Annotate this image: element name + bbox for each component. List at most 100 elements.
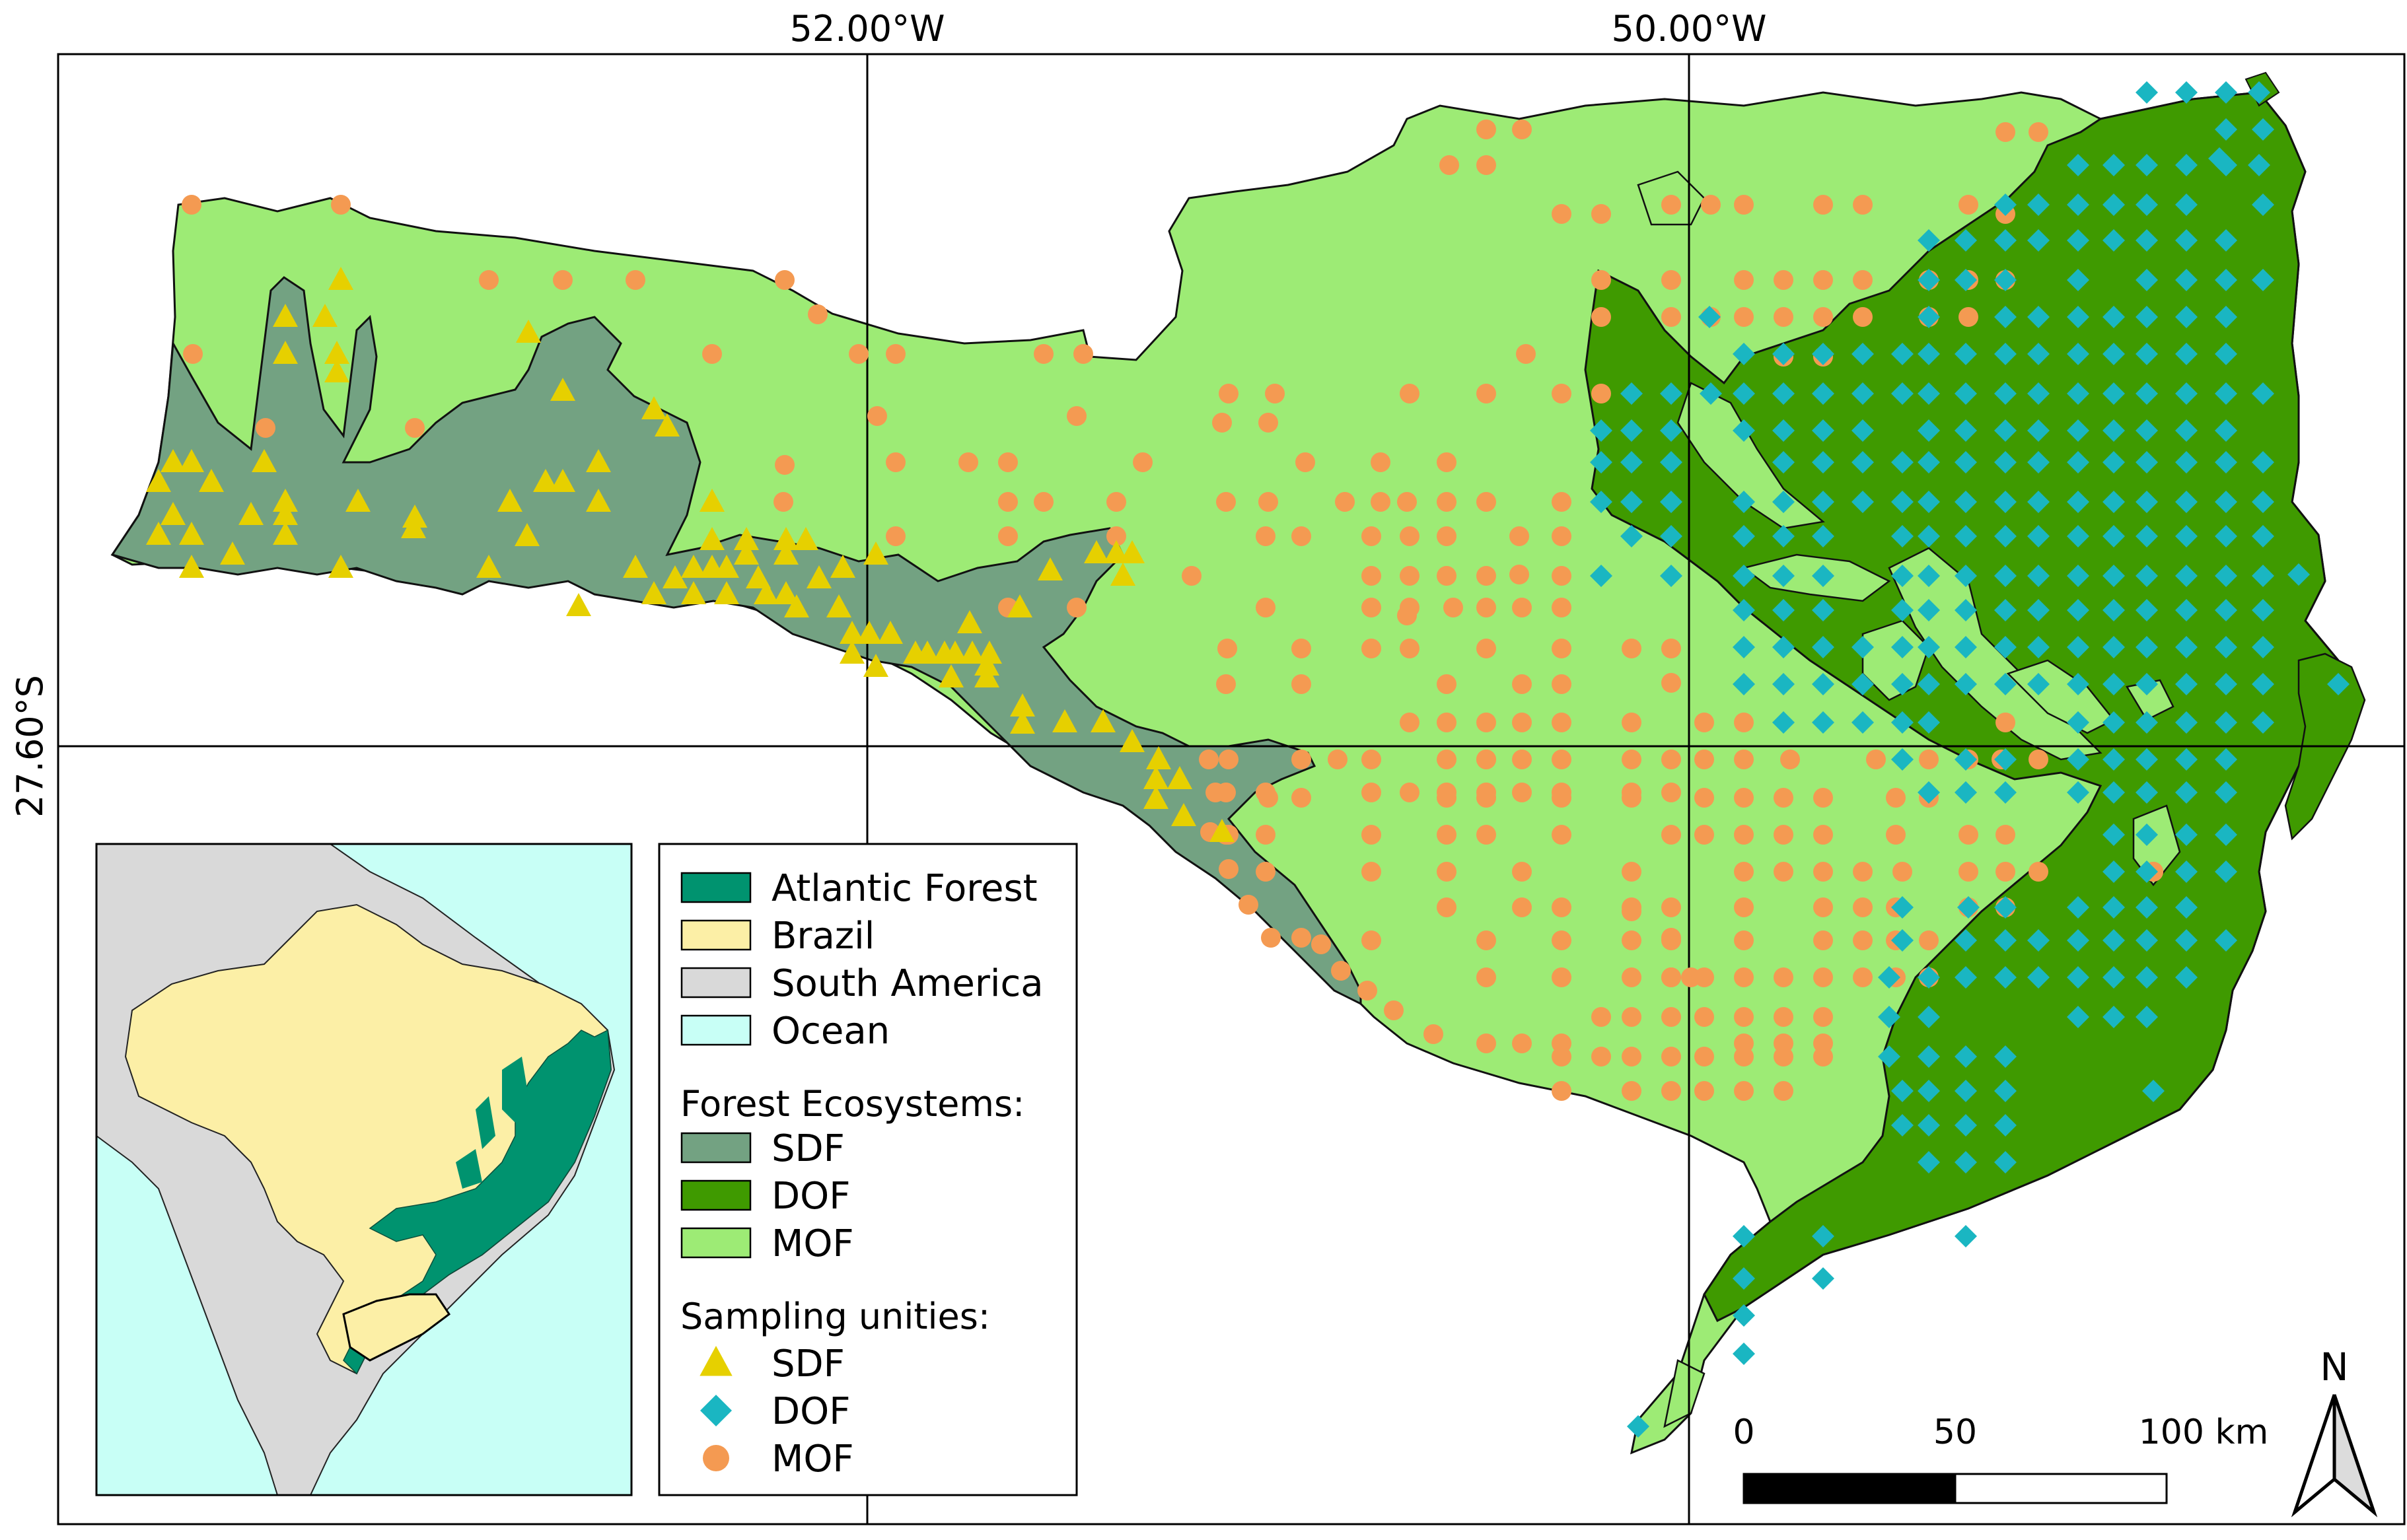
mof-sampling-point [1400,384,1419,403]
dof-sampling-point [2136,343,2158,365]
mof-sampling-point [1622,967,1641,987]
lat-label-27-60s: 27.60°S [9,675,51,818]
mof-sampling-point [886,344,906,364]
sdf-sampling-point [1120,540,1145,563]
legend-label: DOF [772,1390,850,1433]
mof-sampling-point [1694,750,1714,769]
mof-sampling-point [1813,897,1833,917]
mof-sampling-point [1437,825,1456,845]
dof-sampling-point [2067,1006,2089,1028]
mof-sampling-point [1694,1007,1714,1027]
mof-sampling-point [1734,195,1754,215]
mof-sampling-point [1239,895,1258,915]
dof-sampling-point [1918,491,1940,513]
mof-sampling-point [1476,566,1496,586]
dof-sampling-point [1891,491,1914,513]
dof-sampling-point [2067,673,2089,695]
dof-sampling-point [1733,382,1755,405]
mof-sampling-point [1958,862,1978,882]
dof-sampling-point [1918,1080,1940,1102]
mof-sampling-point [1437,526,1456,546]
dof-sampling-point [1918,781,1940,804]
mof-sampling-point [1291,788,1311,808]
dof-sampling-point [2136,748,2158,771]
mof-sampling-point [479,270,499,290]
mof-sampling-point [1734,825,1754,845]
mof-sampling-point [1886,825,1906,845]
dof-sampling-point [2252,599,2274,621]
mof-sampling-point [1958,825,1978,845]
dof-region [1584,91,2353,1323]
dof-sampling-point [2215,491,2237,513]
mof-sampling-point [1400,639,1419,658]
mof-sampling-point [1361,750,1381,769]
dof-sampling-point [2215,451,2237,473]
mof-sampling-point [1219,859,1239,879]
mof-sampling-point [1361,566,1381,586]
mof-sampling-point [1397,492,1417,512]
dof-sampling-point [1590,419,1612,442]
mof-sampling-point [1780,750,1800,769]
dof-sampling-point [2215,419,2237,442]
mof-sampling-point [1216,492,1236,512]
dof-sampling-point [2136,896,2158,919]
sdf-sampling-point [773,542,799,565]
sdf-sampling-point [550,469,575,492]
mof-sampling-point [1437,862,1456,882]
sdf-sampling-point [1143,766,1168,789]
mof-sampling-point [1774,967,1793,987]
dof-sampling-point [1772,451,1795,473]
mof-sampling-point [1476,713,1496,732]
mof-sampling-point [1734,307,1754,327]
dof-sampling-point [1733,525,1755,547]
dof-sampling-point [1955,748,1977,771]
dof-sampling-point [1955,491,1977,513]
scale-bar-segment-light [1954,1473,2168,1504]
dof-sampling-point [2175,306,2198,328]
dof-sampling-point [2215,636,2237,658]
mof-sampling-point [1919,750,1939,769]
dof-sampling-point [2067,896,2089,919]
mof-sampling-point [1734,897,1754,917]
dof-sampling-point [2175,823,2198,846]
mof-sampling-point [1512,783,1532,802]
dof-sampling-point [2102,599,2125,621]
mof-sampling-point [1217,639,1237,658]
mof-sampling-point [1397,606,1417,625]
mof-sampling-point [1400,713,1419,732]
sdf-sampling-point [345,489,371,512]
dof-sampling-point [1918,1114,1940,1137]
mof-sampling-point [867,406,887,426]
mof-sampling-point [1067,406,1087,426]
mof-sampling-point [1512,713,1532,732]
mof-sampling-point [1774,825,1793,845]
mof-sampling-point [1199,750,1219,769]
dof-sampling-point [2102,343,2125,365]
mof-sampling-point [1552,674,1571,694]
mof-sampling-point [1853,270,1873,290]
dof-sampling-point [2102,229,2125,252]
mof-sampling-point [331,195,351,215]
dof-sampling-point [1891,599,1914,621]
dof-sampling-point [1733,1267,1755,1290]
dof-sampling-point [2102,565,2125,587]
mof-sampling-point [1295,452,1315,472]
sdf-sampling-point [550,378,575,401]
mof-sampling-point [1552,1081,1571,1101]
sdf-sampling-point [977,641,1002,664]
mof-sampling-point [1512,1033,1532,1053]
dof-sampling-point [2102,636,2125,658]
sdf-sampling-point [1143,786,1168,809]
dof-sampling-point [2067,599,2089,621]
dof-sampling-point [2067,565,2089,587]
lon-label-52w: 52.00°W [790,8,945,50]
dof-sampling-point [1772,343,1795,365]
mof-sampling-point [1256,825,1275,845]
dof-sampling-point [1660,451,1682,473]
dof-sampling-point [1918,565,1940,587]
dof-sampling-point [2102,823,2125,846]
mof-sampling-point [1734,1081,1754,1101]
mof-sampling-point [1476,750,1496,769]
dof-sampling-point [2136,193,2158,216]
